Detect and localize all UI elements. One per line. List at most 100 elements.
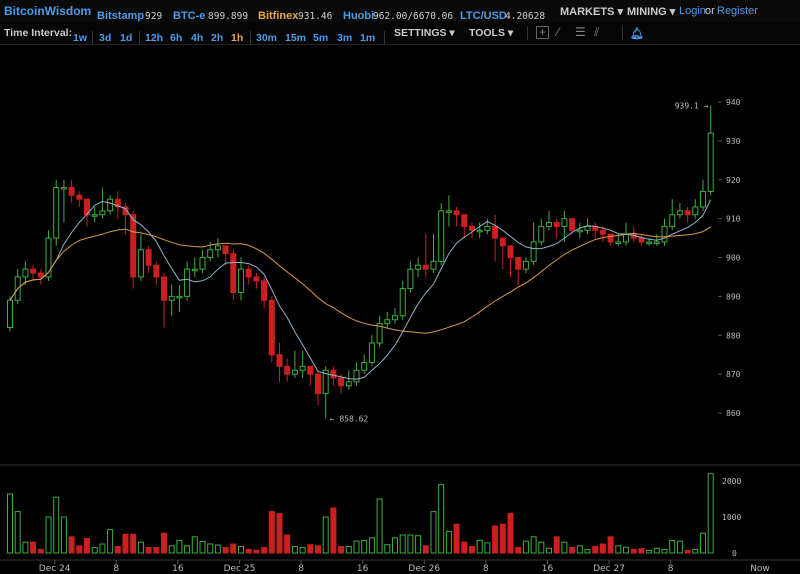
horizontal-lines-icon[interactable]: ☰ — [575, 25, 586, 39]
time-tick-label: 8 — [668, 564, 674, 574]
candle-up — [199, 257, 206, 270]
candle-up — [399, 288, 406, 317]
interval-3m[interactable]: 3m — [337, 32, 353, 44]
candle-down — [422, 264, 429, 270]
volume-bar — [168, 545, 175, 554]
interval-2h[interactable]: 2h — [211, 32, 224, 44]
volume-bar — [184, 545, 191, 554]
interval-5m[interactable]: 5m — [313, 32, 329, 44]
candle-down — [222, 245, 229, 255]
candle-up — [576, 229, 583, 233]
candle-down — [145, 249, 152, 266]
volume-bar — [299, 547, 306, 554]
candle-down — [245, 268, 252, 278]
candle-up — [137, 249, 144, 278]
volume-bars — [7, 473, 714, 554]
ma-long-line — [9, 226, 711, 334]
market-price: 899.899 — [208, 11, 249, 22]
divider — [92, 31, 93, 45]
volume-bar — [661, 548, 668, 554]
price-chart[interactable]: 860 870 880 890 900 910 920 930 940 0 1000 2000 Dec … — [0, 45, 800, 574]
time-tick-label: 16 — [542, 564, 554, 574]
candle-down — [307, 365, 314, 375]
interval-30m[interactable]: 30m — [256, 32, 278, 44]
time-tick-label: 16 — [357, 564, 369, 574]
volume-bar — [7, 493, 13, 554]
register-link[interactable]: Register — [717, 5, 758, 17]
divider — [527, 26, 528, 40]
divider — [139, 31, 140, 45]
candle-up — [676, 210, 683, 216]
volume-tick-label: 0 — [732, 549, 737, 558]
market-price: 962.00/6670.06 — [373, 11, 454, 22]
fan-icon[interactable]: ⫽ — [594, 25, 600, 39]
candle-up — [99, 210, 106, 216]
candle-down — [253, 276, 260, 282]
volume-bar — [37, 548, 44, 554]
divider — [384, 31, 385, 45]
divider — [250, 31, 251, 45]
market-huobi[interactable]: Huobi — [343, 10, 375, 22]
time-tick-label: 8 — [113, 564, 119, 574]
volume-bar — [353, 540, 360, 554]
volume-bar — [322, 516, 329, 554]
volume-bar — [507, 512, 514, 554]
settings-menu[interactable]: SETTINGS ▾ — [394, 27, 455, 39]
candle-down — [276, 354, 283, 367]
interval-15m[interactable]: 15m — [285, 32, 307, 44]
candle-up — [345, 381, 352, 387]
volume-bar — [561, 541, 568, 554]
interval-12h[interactable]: 12h — [145, 32, 164, 44]
time-interval-label: Time Interval: — [4, 27, 73, 39]
volume-bar — [315, 545, 321, 554]
candle-down — [153, 264, 160, 278]
bell-icon[interactable]: 🔔︎ — [630, 28, 644, 40]
interval-1m[interactable]: 1m — [360, 32, 376, 44]
volume-bar — [392, 537, 398, 554]
market-bitfinex[interactable]: Bitfinex — [258, 10, 299, 22]
volume-bar — [623, 546, 629, 554]
candle-up — [438, 210, 445, 262]
volume-bar — [107, 529, 114, 554]
volume-bar — [276, 512, 283, 554]
volume-bar — [291, 546, 298, 554]
candle-up — [53, 187, 60, 239]
candle-up — [45, 237, 52, 278]
price-tick-label: 940 — [726, 98, 741, 107]
interval-4h[interactable]: 4h — [191, 32, 204, 44]
candle-up — [176, 295, 183, 299]
interval-3d[interactable]: 3d — [99, 32, 112, 44]
volume-bar — [399, 534, 406, 554]
interval-1w[interactable]: 1w — [73, 32, 88, 44]
mining-menu[interactable]: MINING ▾ — [627, 6, 676, 18]
candle-down — [315, 373, 321, 395]
tools-menu[interactable]: TOOLS ▾ — [469, 27, 514, 39]
candle-up — [7, 299, 13, 328]
volume-bar — [60, 516, 67, 554]
candle-down — [37, 272, 44, 278]
interval-1h[interactable]: 1h — [231, 32, 244, 44]
volume-tick-label: 1000 — [722, 513, 741, 522]
volume-bar — [522, 540, 529, 554]
volume-bar — [469, 546, 475, 554]
volume-bar — [30, 541, 37, 554]
candle-down — [453, 210, 460, 216]
volume-bar — [261, 547, 268, 554]
volume-bar — [137, 541, 144, 554]
market-btce[interactable]: BTC-e — [173, 10, 206, 22]
candle-up — [291, 369, 298, 375]
price-tick-label: 890 — [726, 292, 741, 301]
markets-menu[interactable]: MARKETS ▾ — [560, 6, 623, 18]
volume-bar — [191, 536, 198, 554]
crosshair-icon[interactable]: + — [536, 26, 549, 39]
market-bitstamp[interactable]: Bitstamp — [97, 10, 145, 22]
candle-up — [584, 225, 591, 231]
interval-6h[interactable]: 6h — [170, 32, 183, 44]
volume-bar — [22, 541, 29, 554]
interval-1d[interactable]: 1d — [120, 32, 133, 44]
login-link[interactable]: Login — [679, 5, 706, 17]
candle-up — [214, 245, 221, 251]
market-ltcusd[interactable]: LTC/USD — [460, 10, 507, 22]
line-icon[interactable]: ⁄ — [557, 25, 560, 39]
logo[interactable]: BitcoinWisdom — [4, 4, 92, 18]
